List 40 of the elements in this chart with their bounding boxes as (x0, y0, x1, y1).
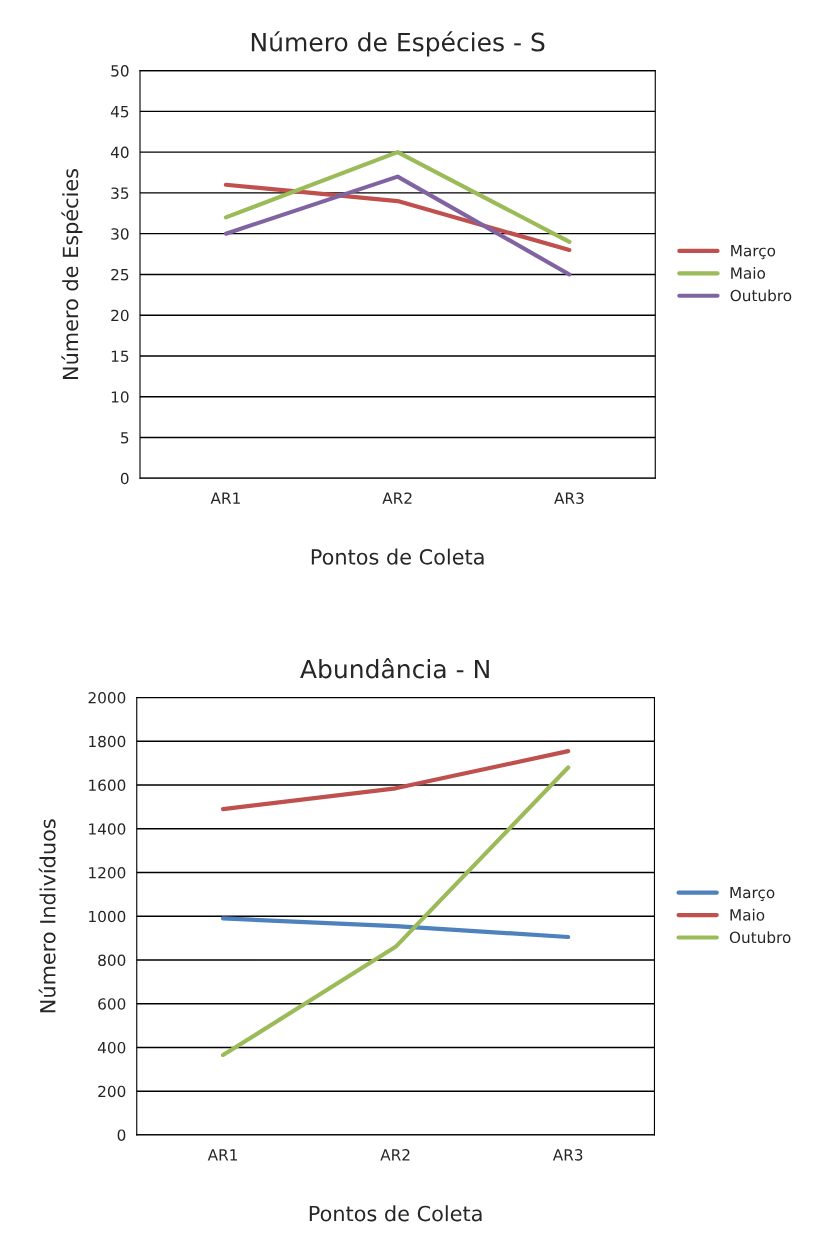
legend-label: Outubro (730, 289, 792, 302)
y-tick-label: 0 (120, 472, 129, 485)
y-tick-label: 40 (110, 146, 129, 159)
y-tick-label: 1800 (89, 735, 126, 748)
y-tick-label: 25 (111, 268, 129, 281)
x-tick-label: AR2 (382, 492, 412, 504)
legend-label: Março (730, 886, 775, 901)
y-tick-label: 45 (110, 106, 129, 118)
y-tick-label: 600 (98, 998, 126, 1010)
y-tick-label: 10 (111, 391, 129, 403)
x-tick-label: AR3 (552, 1149, 583, 1161)
legend-label: Maio (731, 267, 766, 279)
legend-label: Outubro (729, 931, 791, 944)
y-tick-label: 20 (111, 309, 129, 322)
y-axis-title: Número de Espécies (61, 168, 83, 379)
x-tick-label: AR1 (207, 1149, 238, 1161)
y-tick-label: 1200 (89, 866, 126, 879)
legend-label: Março (731, 245, 776, 260)
x-axis-title: Pontos de Coleta (311, 548, 484, 565)
y-tick-label: 30 (111, 228, 129, 240)
chart-title: Abundância - N (300, 658, 489, 679)
chart-title: Número de Espécies - S (251, 31, 545, 57)
x-tick-label: AR2 (380, 1149, 410, 1161)
x-axis-title: Pontos de Coleta (309, 1205, 482, 1222)
y-tick-label: 0 (117, 1129, 126, 1141)
y-tick-label: 400 (97, 1041, 126, 1054)
y-tick-label: 800 (98, 954, 126, 966)
y-tick-label: 5 (121, 432, 129, 444)
y-tick-label: 1400 (89, 823, 126, 835)
y-tick-label: 35 (111, 187, 129, 199)
y-tick-label: 1600 (89, 779, 126, 792)
x-tick-label: AR1 (210, 492, 240, 504)
y-tick-label: 1000 (89, 910, 126, 923)
y-tick-label: 2000 (88, 692, 126, 704)
y-axis-title: Número Indivíduos (38, 819, 56, 1013)
x-tick-label: AR3 (554, 492, 584, 504)
y-tick-label: 15 (111, 350, 129, 362)
y-tick-label: 50 (111, 65, 129, 77)
y-tick-label: 200 (98, 1085, 126, 1098)
legend-label: Maio (730, 908, 765, 921)
